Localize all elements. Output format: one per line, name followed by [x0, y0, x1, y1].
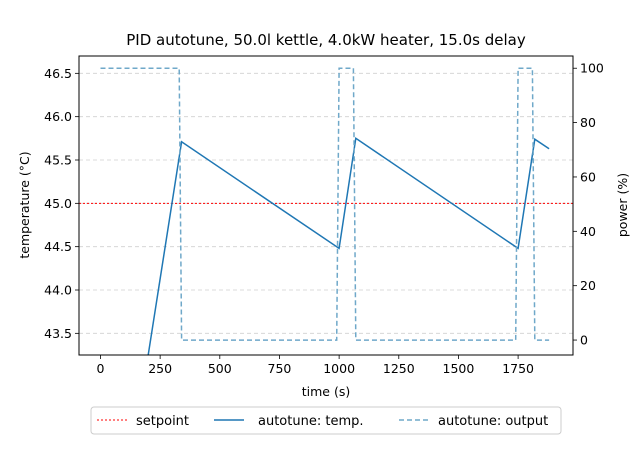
- y-tick-label-5: 46.0: [44, 109, 72, 124]
- y2-tick-label-5: 100: [580, 61, 604, 76]
- y2-tick-label-3: 60: [580, 169, 596, 184]
- chart-title: PID autotune, 50.0l kettle, 4.0kW heater…: [126, 31, 526, 49]
- legend: setpoint autotune: temp. autotune: outpu…: [90, 406, 562, 435]
- y-tick-label-0: 43.5: [44, 326, 72, 341]
- y-tick-label-3: 45.0: [44, 196, 72, 211]
- y2-tick-label-1: 20: [580, 278, 596, 293]
- series-line-temp: [147, 137, 550, 355]
- x-tick-label-7: 1750: [502, 361, 534, 376]
- x-tick-label-3: 750: [268, 361, 292, 376]
- x-tick-label-1: 250: [148, 361, 172, 376]
- y2-tick-label-4: 80: [580, 115, 596, 130]
- legend-label-output: autotune: output: [438, 414, 548, 429]
- x-tick-label-2: 500: [208, 361, 232, 376]
- x-tick-label-4: 1000: [323, 361, 355, 376]
- x-axis-label: time (s): [302, 384, 350, 399]
- y2-tick-label-2: 40: [580, 224, 596, 239]
- y-tick-label-6: 46.5: [44, 66, 72, 81]
- x-tick-label-6: 1500: [443, 361, 475, 376]
- y-tick-label-2: 44.5: [44, 239, 72, 254]
- series-layer: [100, 67, 550, 355]
- legend-label-setpoint: setpoint: [136, 414, 189, 429]
- y2-tick-label-0: 0: [580, 333, 588, 348]
- y-tick-label-4: 45.5: [44, 153, 72, 168]
- x-axis: 0 250 500 750 1000 1250 1500 1750: [97, 355, 534, 376]
- y-axis-label: temperature (°C): [17, 151, 32, 258]
- y-axis-right: 0 20 40 60 80 100: [573, 61, 604, 348]
- x-tick-label-0: 0: [97, 361, 105, 376]
- grid: [79, 72, 573, 334]
- y-tick-label-1: 44.0: [44, 283, 72, 298]
- plot-frame: [78, 55, 574, 356]
- y2-axis-label: power (%): [615, 173, 630, 237]
- y-axis-left: 43.5 44.0 44.5 45.0 45.5 46.0 46.5: [44, 66, 79, 341]
- x-tick-label-5: 1250: [383, 361, 415, 376]
- legend-box: [90, 406, 562, 435]
- series-line-output: [100, 67, 550, 341]
- legend-label-temp: autotune: temp.: [258, 414, 364, 429]
